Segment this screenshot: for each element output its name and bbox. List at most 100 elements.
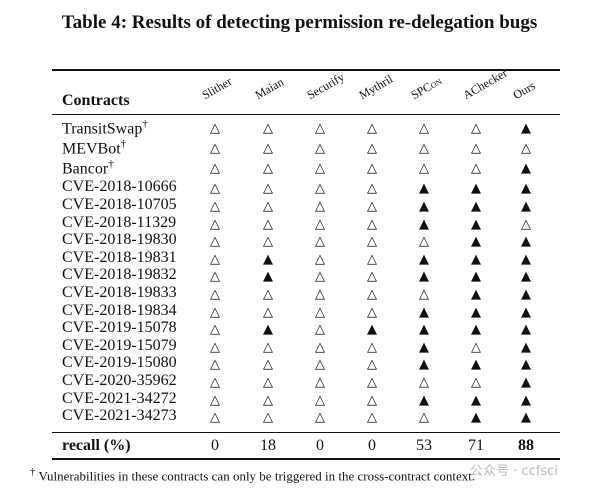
contract-name: CVE-2018-19833 (62, 284, 177, 302)
result-cell: ▲ (521, 357, 531, 373)
result-cell: △ (419, 410, 429, 426)
dagger: † (120, 138, 127, 151)
recall-value: 0 (316, 437, 324, 454)
result-cell: △ (315, 161, 325, 177)
result-cell: ▲ (419, 216, 429, 232)
result-cell: △ (367, 286, 377, 302)
contract-label: CVE-2018-19830 (62, 231, 177, 249)
result-cell: △ (315, 304, 325, 320)
result-cell: ▲ (471, 357, 481, 373)
result-cell: ▲ (521, 322, 531, 338)
column-header: Maian (252, 74, 287, 103)
column-header: Ours (510, 78, 538, 103)
result-cell: ▲ (471, 198, 481, 214)
contract-label: CVE-2018-19831 (62, 248, 177, 266)
contract-name: MEVBot† (62, 138, 126, 158)
result-cell: ▲ (471, 410, 481, 426)
footnote-text: Vulnerabilities in these contracts can o… (38, 468, 476, 484)
result-cell: △ (315, 410, 325, 426)
result-cell: △ (210, 198, 220, 214)
result-cell: △ (263, 304, 273, 320)
result-cell: △ (521, 141, 531, 157)
result-cell: △ (315, 251, 325, 267)
contract-label: CVE-2018-10666 (62, 178, 177, 196)
result-cell: ▲ (419, 357, 429, 373)
result-cell: △ (315, 234, 325, 250)
result-cell: ▲ (419, 269, 429, 285)
result-cell: ▲ (521, 251, 531, 267)
result-cell: △ (419, 121, 429, 136)
contract-label: CVE-2021-34272 (62, 389, 177, 407)
contract-label: CVE-2019-15079 (62, 336, 177, 354)
column-header: Mythril (356, 71, 396, 103)
contract-label: CVE-2018-11329 (62, 213, 177, 231)
result-cell: △ (471, 339, 481, 355)
result-cell: △ (210, 216, 220, 232)
result-cell: △ (263, 216, 273, 232)
result-cell: △ (263, 198, 273, 214)
contract-label: Bancor (62, 160, 109, 178)
contract-name: CVE-2018-19834 (62, 302, 177, 320)
result-cell: △ (263, 181, 273, 197)
result-cell: △ (315, 374, 325, 390)
result-cell: ▲ (263, 269, 273, 285)
result-cell: ▲ (419, 198, 429, 214)
contract-name: CVE-2018-19830 (62, 231, 177, 249)
result-cell: △ (315, 269, 325, 285)
result-cell: ▲ (521, 339, 531, 355)
result-cell: ▲ (367, 322, 377, 338)
result-cell: ▲ (521, 392, 531, 408)
contract-label: CVE-2018-19834 (62, 301, 177, 319)
column-header: SPCon (408, 73, 444, 103)
result-cell: ▲ (471, 181, 481, 197)
result-cell: △ (367, 198, 377, 214)
result-cell: ▲ (419, 392, 429, 408)
table-title: Table 4: Results of detecting permission… (61, 12, 538, 33)
result-cell: △ (210, 286, 220, 302)
result-cell: △ (210, 357, 220, 373)
footnote-mark: † (30, 466, 36, 478)
result-cell: ▲ (471, 234, 481, 250)
result-cell: △ (210, 304, 220, 320)
recall-label: recall (%) (62, 437, 131, 454)
result-cell: △ (367, 141, 377, 157)
contract-name: CVE-2018-19831 (62, 249, 177, 267)
top-rule (52, 69, 560, 71)
result-cell: △ (210, 234, 220, 250)
result-cell: ▲ (419, 322, 429, 338)
result-cell: △ (263, 357, 273, 373)
footnote: † Vulnerabilities in these contracts can… (30, 466, 475, 484)
result-cell: △ (367, 339, 377, 355)
dagger: † (108, 158, 114, 171)
result-cell: △ (471, 161, 481, 177)
result-cell: ▲ (471, 304, 481, 320)
recall-rule (52, 432, 560, 433)
contract-name: CVE-2018-10666 (62, 178, 177, 196)
result-cell: △ (263, 410, 273, 426)
result-cell: △ (367, 374, 377, 390)
result-cell: ▲ (419, 339, 429, 355)
result-cell: ▲ (521, 198, 531, 214)
contract-label: CVE-2018-10705 (62, 195, 177, 213)
result-cell: △ (367, 357, 377, 373)
result-cell: △ (210, 251, 220, 267)
result-cell: △ (263, 374, 273, 390)
result-cell: △ (315, 357, 325, 373)
contract-label: CVE-2021-34273 (62, 407, 177, 425)
contract-name: CVE-2019-15080 (62, 354, 177, 372)
result-cell: △ (315, 181, 325, 197)
contract-name: CVE-2019-15079 (62, 337, 177, 355)
contract-name: CVE-2018-11329 (62, 214, 176, 232)
result-cell: △ (315, 286, 325, 302)
result-cell: △ (210, 339, 220, 355)
recall-value: 88 (518, 437, 534, 454)
result-cell: △ (367, 410, 377, 426)
contract-label: MEVBot (62, 140, 121, 158)
result-cell: △ (471, 374, 481, 390)
contract-name: Bancor† (62, 158, 114, 178)
result-cell: ▲ (419, 181, 429, 197)
result-cell: ▲ (419, 304, 429, 320)
result-cell: ▲ (521, 121, 531, 136)
result-cell: △ (367, 392, 377, 408)
mid-rule (52, 114, 560, 115)
